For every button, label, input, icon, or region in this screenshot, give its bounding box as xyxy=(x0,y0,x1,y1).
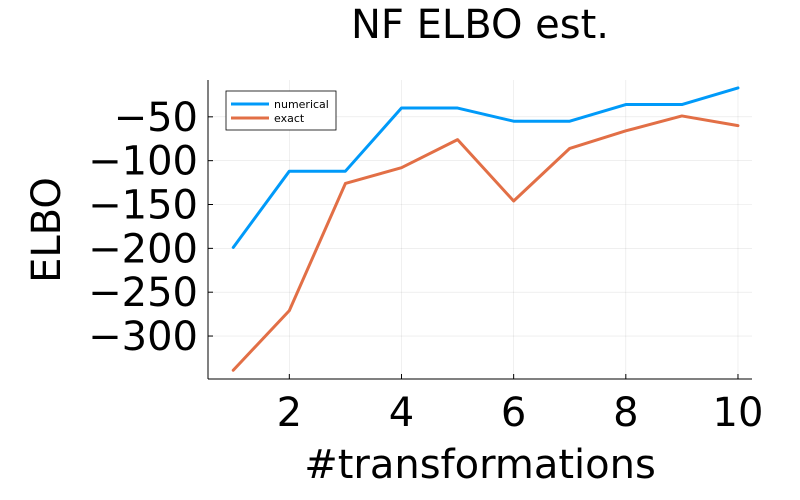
legend: numerical exact xyxy=(225,90,337,131)
axes xyxy=(207,80,752,380)
legend-box xyxy=(225,90,337,131)
data-point-exact xyxy=(400,166,403,169)
data-point-numerical xyxy=(344,170,347,172)
x-tick-label: 8 xyxy=(613,390,638,436)
x-tick-label: 4 xyxy=(389,390,414,436)
data-point-numerical xyxy=(737,87,739,89)
data-point-exact xyxy=(568,147,571,150)
series xyxy=(231,86,740,372)
y-tick-label: −100 xyxy=(88,139,198,185)
data-point-numerical xyxy=(512,120,515,123)
data-point-numerical xyxy=(400,107,403,109)
y-axis-label: ELBO xyxy=(24,177,70,283)
data-point-numerical xyxy=(625,103,627,106)
series-line-numerical xyxy=(231,86,740,249)
data-point-numerical xyxy=(568,120,571,123)
x-tick-label: 10 xyxy=(713,390,764,436)
data-point-numerical xyxy=(456,107,459,109)
x-axis-label: #transformations xyxy=(304,442,656,488)
series-line-exact xyxy=(231,114,740,372)
y-tick-label: −200 xyxy=(88,226,198,272)
y-tick-label: −150 xyxy=(88,183,198,229)
ticks: 2 4 6 8 10 −50−100−150−200−250−300 xyxy=(88,95,763,436)
data-point-exact xyxy=(288,309,291,312)
y-tick-label: −50 xyxy=(114,95,198,141)
data-point-numerical xyxy=(288,170,291,172)
legend-label-numerical: numerical xyxy=(274,98,329,111)
data-point-numerical xyxy=(681,103,683,106)
data-point-exact xyxy=(625,130,627,132)
data-point-exact xyxy=(344,182,347,185)
data-point-exact xyxy=(737,124,739,127)
legend-label-exact: exact xyxy=(274,112,305,125)
x-tick-label: 2 xyxy=(277,390,302,436)
y-tick-label: −250 xyxy=(88,270,198,316)
data-point-exact xyxy=(232,369,235,372)
chart-title: NF ELBO est. xyxy=(351,2,609,48)
data-point-exact xyxy=(681,115,683,117)
y-tick-label: −300 xyxy=(88,314,198,360)
data-point-numerical xyxy=(232,246,235,249)
data-point-exact xyxy=(512,200,515,202)
x-tick-label: 6 xyxy=(501,390,526,436)
data-point-exact xyxy=(456,138,459,141)
